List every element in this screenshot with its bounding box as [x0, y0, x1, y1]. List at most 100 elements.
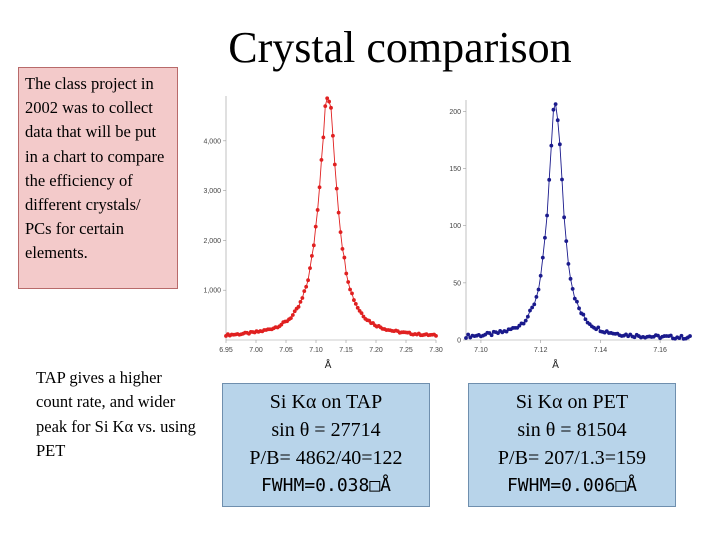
data-point — [583, 317, 588, 322]
data-point — [566, 261, 571, 266]
x-tick-label: 7.14 — [594, 347, 608, 354]
tap-line-1: Si Kα on TAP — [269, 391, 383, 413]
data-point — [319, 157, 324, 162]
tap-line-2: sin θ = 27714 — [271, 419, 381, 441]
data-point — [521, 321, 526, 326]
data-point — [308, 266, 312, 271]
y-tick-label: 3,000 — [203, 188, 221, 195]
pet-spectrum-chart: 0 50 100 150 200 7.10 7.12 7.14 7.16 Å — [446, 90, 696, 380]
x-tick-label: 7.00 — [249, 347, 263, 354]
x-tick-label: 7.15 — [339, 347, 353, 354]
series-line — [465, 103, 691, 340]
data-point — [540, 255, 545, 260]
data-point — [300, 296, 305, 300]
data-point — [310, 253, 314, 258]
tap-spectrum-chart: 1,000 2,000 3,000 4,000 6.95 7.00 7.05 7.10 7.15… — [196, 90, 444, 380]
data-point — [336, 210, 341, 215]
x-tick-label: 7.16 — [653, 347, 667, 354]
data-point — [289, 316, 293, 321]
y-tick-label: 100 — [449, 223, 461, 230]
x-tick-label: 7.30 — [429, 347, 443, 354]
comparison-text: TAP gives a higher count rate, and wider… — [36, 368, 196, 460]
data-point — [688, 334, 692, 338]
tap-info-box: Si Kα on TAP sin θ = 27714 P/B= 4862/40=… — [222, 383, 430, 507]
y-tick-label: 50 — [453, 280, 461, 287]
data-point — [296, 304, 301, 309]
series-line — [225, 97, 437, 337]
data-point — [353, 301, 358, 306]
data-point — [348, 287, 352, 292]
data-point — [549, 143, 554, 148]
data-point — [346, 280, 351, 284]
data-point — [560, 177, 564, 182]
data-point — [298, 299, 303, 304]
data-point — [534, 295, 539, 299]
pet-info-box: Si Kα on PET sin θ = 81504 P/B= 207/1.3=… — [468, 383, 676, 507]
x-tick-label: 7.12 — [534, 347, 548, 354]
data-point — [489, 333, 494, 338]
pet-fwhm: FWHM=0.006□Å — [506, 475, 638, 496]
data-point — [656, 333, 660, 338]
x-unit-label: Å — [325, 358, 332, 371]
data-point — [528, 308, 532, 313]
data-point — [679, 333, 684, 338]
y-tick-label: 1,000 — [203, 288, 221, 295]
data-point — [564, 239, 569, 244]
data-point — [570, 287, 575, 291]
x-unit-label: Å — [552, 358, 559, 371]
tap-line-3: P/B= 4862/40=122 — [249, 447, 403, 469]
data-point — [538, 273, 543, 278]
x-tick-label: 7.25 — [399, 347, 413, 354]
data-point — [340, 247, 345, 251]
data-point — [581, 312, 586, 317]
data-point — [545, 213, 549, 218]
data-point — [329, 105, 333, 110]
y-tick-label: 4,000 — [203, 138, 221, 145]
y-tick-label: 2,000 — [203, 238, 221, 245]
data-point — [434, 333, 438, 338]
slide-title: Crystal comparison — [228, 23, 572, 72]
pet-line-2: sin θ = 81504 — [517, 419, 627, 441]
data-point — [668, 333, 673, 338]
data-point — [306, 278, 310, 283]
y-tick-label: 150 — [449, 166, 461, 173]
x-tick-label: 6.95 — [219, 347, 233, 354]
data-point — [352, 298, 356, 302]
data-point — [547, 177, 552, 182]
data-point — [327, 99, 331, 104]
x-tick-label: 7.10 — [309, 347, 323, 354]
data-point — [572, 296, 577, 301]
pet-spectrum-svg: 0 50 100 150 200 7.10 7.12 7.14 7.16 Å — [449, 100, 692, 371]
data-point — [317, 185, 322, 190]
tap-fwhm: FWHM=0.038□Å — [260, 475, 392, 496]
data-point — [525, 314, 530, 319]
data-point — [568, 276, 573, 281]
data-point — [536, 287, 541, 292]
data-point — [321, 135, 326, 140]
data-point — [334, 186, 339, 191]
data-point — [543, 235, 547, 240]
data-point — [292, 309, 297, 314]
data-point — [555, 118, 560, 123]
data-point — [562, 215, 567, 220]
data-point — [532, 302, 537, 307]
data-point — [596, 325, 601, 330]
data-point — [523, 318, 528, 323]
data-point — [530, 305, 535, 310]
data-point — [350, 291, 354, 296]
pet-line-3: P/B= 207/1.3=159 — [497, 447, 647, 469]
data-point — [355, 305, 360, 310]
data-point — [557, 142, 562, 147]
data-point — [302, 289, 307, 294]
data-point — [325, 96, 330, 101]
x-tick-label: 7.20 — [369, 347, 383, 354]
data-point — [338, 230, 343, 234]
data-point — [332, 162, 337, 167]
data-point — [359, 311, 364, 316]
data-point — [344, 271, 349, 276]
data-point — [466, 332, 471, 337]
data-point — [313, 224, 318, 229]
data-point — [553, 102, 558, 107]
y-tick-label: 0 — [457, 338, 461, 345]
x-tick-label: 7.10 — [474, 347, 488, 354]
